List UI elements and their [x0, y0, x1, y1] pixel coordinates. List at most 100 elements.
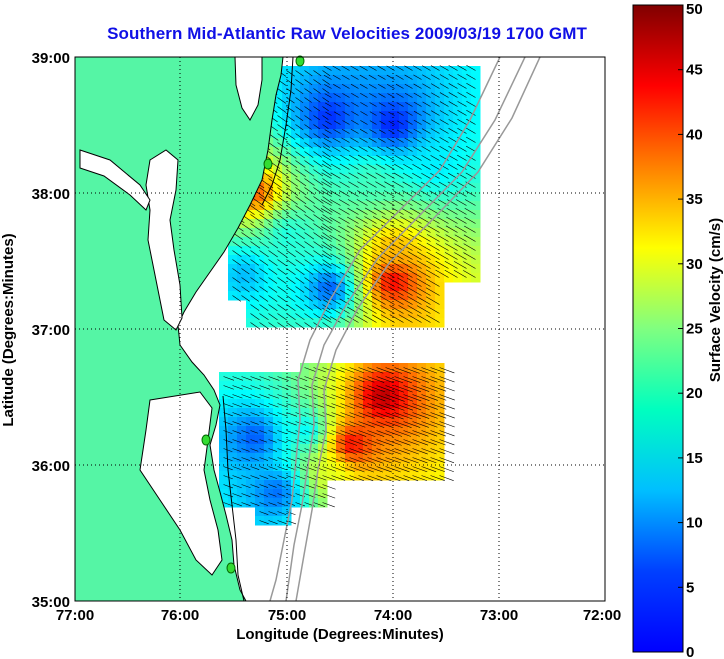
velocity-vector: [359, 65, 368, 71]
velocity-vector: [349, 466, 365, 473]
velocity-vector: [286, 196, 298, 205]
velocity-vector: [331, 412, 345, 418]
velocity-cell: [345, 147, 355, 157]
velocity-vector: [295, 196, 307, 205]
velocity-vector: [466, 136, 476, 143]
velocity-vector: [421, 466, 437, 473]
velocity-cell: [399, 237, 409, 247]
velocity-vector: [403, 146, 413, 152]
velocity-vector: [402, 181, 413, 188]
velocity-vector: [430, 65, 440, 71]
velocity-vector: [333, 120, 341, 125]
velocity-vector: [322, 178, 333, 186]
velocity-vector: [259, 187, 274, 198]
map-title: Southern Mid-Atlantic Raw Velocities 200…: [107, 24, 587, 43]
velocity-vector: [356, 199, 368, 206]
velocity-vector: [380, 242, 395, 251]
velocity-vector: [295, 124, 304, 131]
velocity-vector: [313, 403, 326, 409]
velocity-vector: [250, 313, 260, 320]
velocity-vector: [465, 145, 476, 152]
velocity-vector: [396, 93, 404, 98]
velocity-vector: [355, 225, 368, 233]
velocity-vector: [329, 208, 341, 215]
velocity-vector: [421, 475, 436, 482]
velocity-cell: [336, 282, 346, 292]
velocity-vector: [370, 259, 386, 269]
velocity-vector: [448, 137, 458, 143]
velocity-vector: [351, 93, 359, 98]
velocity-vector: [232, 376, 244, 381]
velocity-vector: [406, 277, 422, 287]
velocity-cell: [444, 147, 454, 157]
velocity-vector: [368, 74, 377, 80]
velocity-cell: [435, 309, 445, 319]
velocity-cell: [381, 156, 391, 166]
velocity-cell: [417, 192, 427, 202]
velocity-vector: [430, 137, 440, 143]
velocity-cell: [327, 84, 337, 94]
velocity-cell: [336, 300, 346, 310]
velocity-cell: [354, 165, 364, 175]
velocity-cell: [381, 75, 391, 85]
velocity-vector: [413, 119, 422, 125]
velocity-vector: [406, 268, 422, 278]
velocity-cell: [354, 237, 364, 247]
velocity-vector: [376, 475, 392, 482]
velocity-vector: [348, 190, 359, 197]
velocity-vector: [241, 448, 250, 452]
velocity-vector: [416, 296, 431, 305]
velocity-vector: [232, 457, 242, 461]
velocity-cell: [336, 273, 346, 283]
velocity-vector: [412, 403, 430, 410]
velocity-vector: [367, 457, 384, 464]
velocity-vector: [313, 259, 323, 266]
velocity-vector: [448, 74, 458, 80]
velocity-vector: [390, 224, 404, 233]
velocity-vector: [322, 421, 335, 427]
velocity-vector: [324, 102, 332, 107]
velocity-vector: [412, 466, 428, 473]
velocity-vector: [403, 385, 422, 393]
velocity-vector: [375, 181, 386, 188]
velocity-vector: [322, 142, 330, 148]
velocity-vector: [268, 286, 278, 293]
velocity-vector: [295, 232, 305, 240]
velocity-vector: [417, 233, 431, 242]
velocity-vector: [259, 286, 268, 293]
velocity-vector: [369, 120, 377, 125]
velocity-vector: [427, 225, 440, 233]
velocity-vector: [250, 277, 259, 284]
velocity-cell: [390, 309, 400, 319]
colorbar-tick-label: 40: [686, 126, 703, 143]
velocity-vector: [367, 367, 384, 374]
station-marker: [263, 158, 273, 170]
velocity-vector: [394, 155, 404, 161]
velocity-cell: [327, 219, 337, 229]
velocity-vector: [357, 163, 368, 170]
velocity-vector: [329, 199, 341, 206]
velocity-vector: [374, 190, 386, 197]
velocity-vector: [358, 466, 375, 473]
velocity-vector: [322, 307, 332, 314]
velocity-cell: [453, 93, 463, 103]
velocity-vector: [241, 295, 250, 302]
velocity-vector: [268, 448, 278, 452]
velocity-vector: [313, 439, 325, 444]
velocity-cell: [399, 75, 409, 85]
velocity-vector: [223, 430, 233, 435]
velocity-vector: [370, 286, 386, 296]
velocity-cell: [399, 174, 409, 184]
velocity-vector: [421, 172, 431, 179]
velocity-cell: [381, 228, 391, 238]
velocity-vector: [351, 102, 359, 107]
velocity-vector: [313, 124, 321, 130]
velocity-cell: [363, 165, 373, 175]
velocity-vector: [448, 65, 458, 71]
velocity-cell: [471, 228, 481, 238]
velocity-vector: [465, 163, 476, 170]
velocity-vector: [403, 430, 420, 437]
velocity-vector: [395, 146, 404, 152]
velocity-cell: [453, 228, 463, 238]
velocity-vector: [367, 146, 377, 152]
